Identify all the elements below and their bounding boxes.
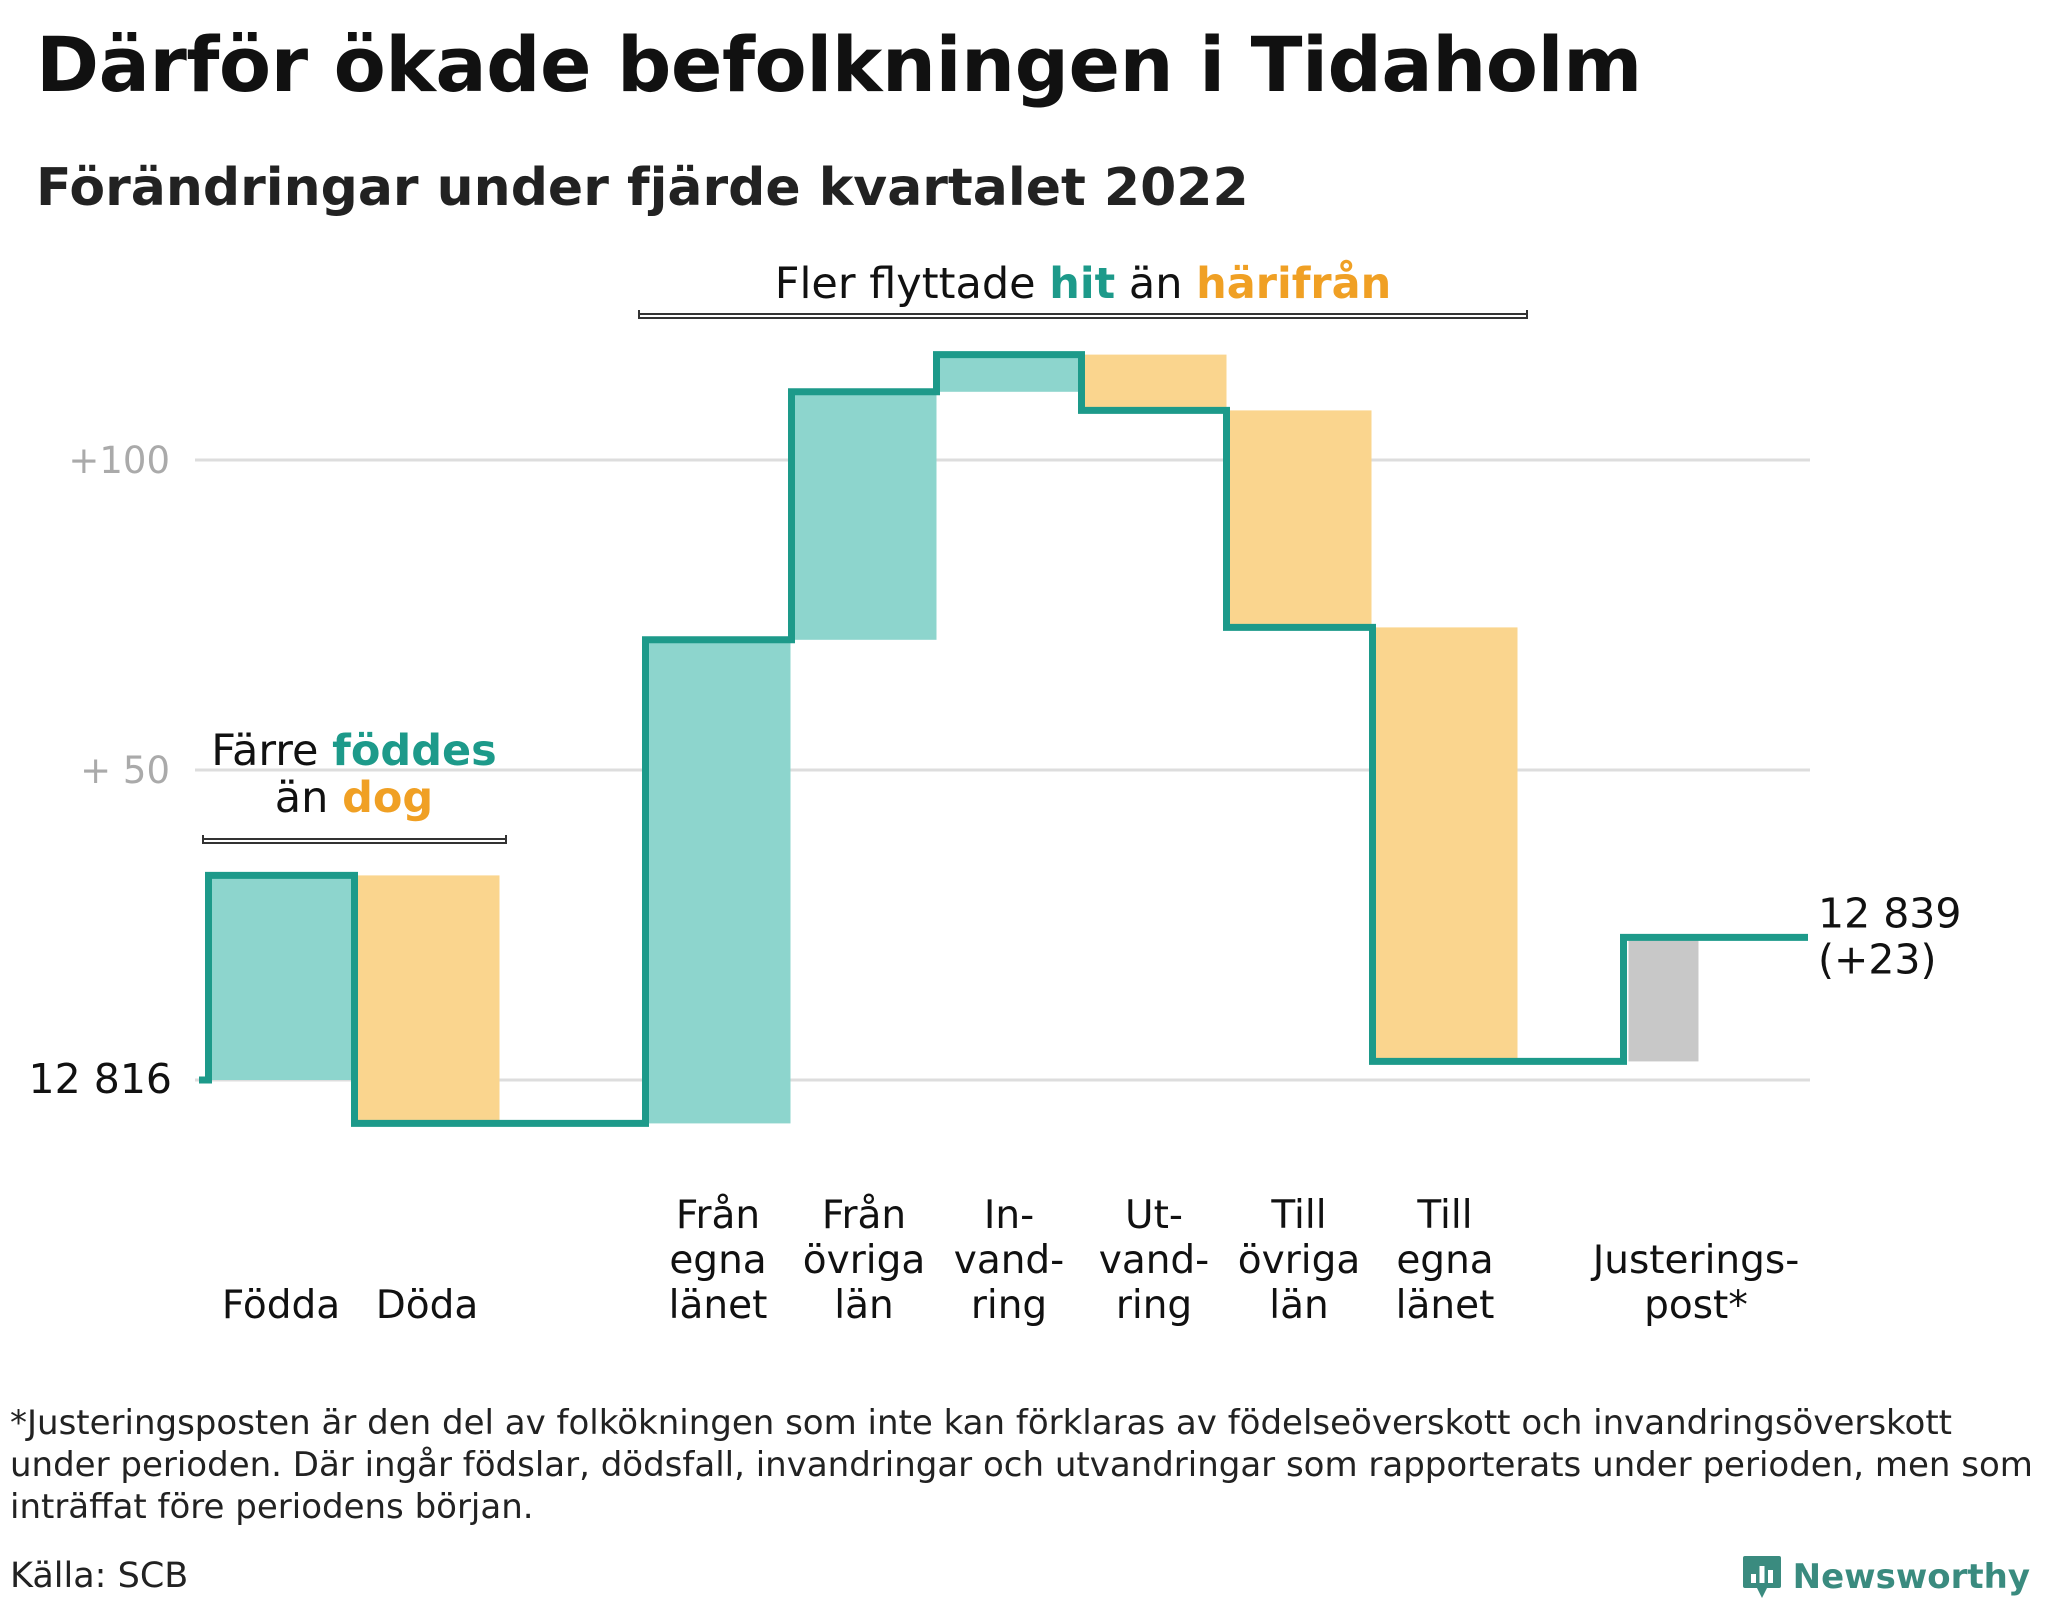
category-label: Till egna länet <box>1396 1193 1495 1328</box>
brand-name: Newsworthy <box>1792 1557 2030 1597</box>
bar-decrease <box>1081 354 1227 411</box>
category-label: Justerings-post* <box>1590 1238 1800 1328</box>
births-bracket <box>202 835 507 844</box>
brand-logo: Newsworthy <box>1741 1554 2030 1600</box>
footnote: *Justeringsposten är den del av folkökni… <box>10 1403 2033 1527</box>
bar-increase <box>791 391 937 640</box>
start-value-label: 12 816 <box>29 1055 172 1103</box>
bar-decrease <box>1226 410 1372 628</box>
migration-annotation: Fler flyttade hit än härifrån <box>775 259 1392 309</box>
end-change-label: (+23) <box>1818 935 1937 983</box>
chart-title: Därför ökade befolkningen i Tidaholm <box>36 20 1642 109</box>
category-label: Födda <box>222 1283 340 1328</box>
births-annotation-line1: Färre föddes <box>211 726 497 776</box>
category-label: Till övriga län <box>1238 1193 1360 1328</box>
bar-decrease <box>1372 627 1518 1062</box>
labels: +100 + 50 12 816 12 839(+23) Födda Döda Från eg… <box>29 439 1962 1328</box>
migration-bracket <box>638 310 1528 319</box>
waterfall-chart: +100 + 50 12 816 12 839(+23) Födda Döda Från eg… <box>29 259 1962 1328</box>
source-note: Källa: SCB <box>10 1556 189 1596</box>
chart-subtitle: Förändringar under fjärde kvartalet 2022 <box>36 158 1249 218</box>
bar-increase <box>936 354 1082 392</box>
step-line <box>199 351 1808 1127</box>
bar-decrease <box>354 875 500 1124</box>
bar-increase <box>208 875 354 1080</box>
y-tick-label: +100 <box>68 439 170 482</box>
category-label: Från övriga län <box>803 1193 925 1328</box>
cumulative-step-line <box>199 351 1808 1127</box>
bar-adjustment <box>1628 937 1699 1062</box>
category-label: In-vand-ring <box>954 1193 1065 1328</box>
end-value-label: 12 839 <box>1818 889 1961 937</box>
bar-increase <box>645 639 791 1124</box>
bars <box>208 354 1699 1124</box>
newsworthy-logo-icon <box>1742 1556 1781 1598</box>
category-label: Från egna länet <box>669 1193 768 1328</box>
births-annotation-line2: än dog <box>275 773 433 823</box>
y-tick-label: + 50 <box>80 749 170 792</box>
category-label: Ut-vand-ring <box>1099 1193 1210 1328</box>
category-label: Döda <box>376 1283 479 1328</box>
